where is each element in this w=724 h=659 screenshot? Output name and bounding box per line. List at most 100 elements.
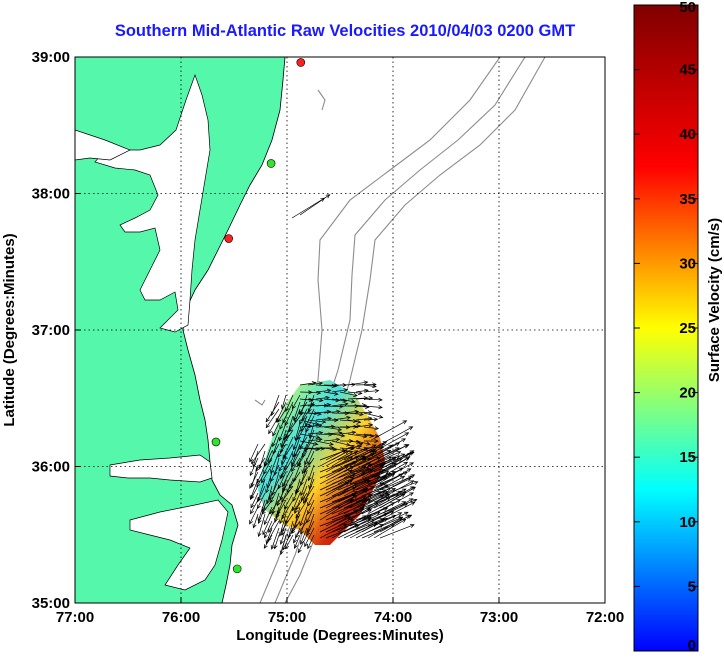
velocity-arrowhead (285, 544, 290, 550)
x-tick-label: 76:00 (162, 609, 200, 626)
velocity-arrow (267, 520, 280, 542)
velocity-arrow (319, 482, 350, 497)
velocity-arrow (361, 494, 399, 509)
velocity-arrow (293, 401, 301, 421)
velocity-arrow (277, 443, 287, 458)
velocity-arrowhead (400, 493, 406, 498)
velocity-arrowhead (282, 418, 287, 424)
velocity-arrowhead (250, 503, 255, 509)
velocity-arrowhead (257, 504, 261, 510)
velocity-arrowhead (268, 458, 273, 464)
velocity-arrowhead (342, 449, 347, 454)
velocity-arrow (278, 471, 287, 489)
velocity-arrowhead (307, 510, 311, 515)
velocity-arrowhead (378, 397, 383, 402)
velocity-arrow (325, 477, 355, 491)
velocity-arrow (250, 492, 259, 508)
velocity-arrow (261, 464, 273, 483)
velocity-arrow (371, 420, 407, 441)
velocity-arrowhead (313, 441, 319, 446)
velocity-arrowhead (299, 420, 303, 425)
velocity-arrowhead (282, 482, 286, 488)
velocity-arrow (374, 456, 411, 477)
velocity-arrowhead (262, 530, 267, 536)
velocity-arrowhead (408, 426, 414, 431)
velocity-arrow (337, 447, 368, 461)
velocity-arrow (337, 466, 366, 479)
velocity-arrow (331, 398, 347, 402)
velocity-arrowhead (359, 412, 364, 417)
velocity-arrowhead (268, 429, 273, 435)
velocity-arrowhead (348, 451, 354, 455)
velocity-arrow (299, 440, 318, 445)
velocity-arrowhead (302, 416, 307, 421)
velocity-arrowhead (356, 439, 361, 445)
velocity-arrowhead (273, 471, 278, 476)
velocity-arrow (293, 429, 301, 450)
radar-station-marker (266, 159, 276, 168)
velocity-arrow (373, 473, 403, 491)
velocity-arrowhead (367, 509, 373, 513)
velocity-arrowhead (345, 425, 351, 430)
velocity-arrow (282, 401, 294, 423)
velocity-arrow (367, 475, 405, 497)
velocity-arrowhead (320, 446, 326, 451)
velocity-arrowhead (314, 421, 320, 426)
velocity-arrow (349, 470, 384, 491)
velocity-arrowhead (284, 519, 289, 525)
velocity-arrow (265, 408, 280, 428)
velocity-arrow (331, 447, 346, 452)
velocity-arrowhead (405, 515, 411, 520)
velocity-arrow (251, 464, 259, 487)
y-axis-label: Latitude (Degrees:Minutes) (1, 233, 18, 426)
velocity-arrowhead (264, 533, 268, 539)
velocity-arrow (302, 401, 315, 421)
velocity-arrow (275, 499, 287, 518)
velocity-arrow (347, 433, 367, 438)
velocity-arrow (307, 492, 315, 507)
velocity-arrow (355, 493, 389, 509)
velocity-arrowhead (379, 445, 385, 450)
velocity-arrow (363, 398, 383, 401)
velocity-arrowhead (299, 530, 304, 535)
velocity-arrow (325, 445, 355, 461)
velocity-arrowhead (271, 490, 276, 496)
velocity-arrow (272, 422, 280, 436)
velocity-arrow (284, 492, 294, 509)
velocity-arrowhead (273, 544, 278, 550)
velocity-arrow (259, 450, 266, 469)
velocity-arrowhead (351, 472, 357, 477)
velocity-arrow (301, 485, 308, 501)
velocity-arrow (331, 417, 351, 421)
velocity-arrow (277, 408, 287, 423)
velocity-arrowhead (354, 455, 360, 460)
velocity-arrowhead (271, 442, 276, 448)
velocity-arrow (323, 410, 340, 414)
velocity-arrowhead (292, 496, 297, 502)
colorbar-ticks: 0 5 10 15 20 25 30 35 40 45 50 (634, 0, 698, 654)
velocity-arrow (339, 431, 356, 435)
velocity-arrowhead (250, 494, 255, 500)
velocity-arrowhead (407, 514, 413, 519)
velocity-arrow (379, 452, 412, 473)
velocity-arrow (304, 443, 315, 465)
radar-station-marker (232, 564, 242, 574)
velocity-arrowhead (304, 497, 309, 502)
velocity-arrowhead (353, 450, 359, 455)
velocity-arrowhead (318, 381, 324, 386)
velocity-arrowhead (257, 532, 262, 538)
y-tick-label: 37:00 (32, 322, 70, 339)
velocity-arrow (325, 495, 358, 515)
velocity-arrowhead (410, 501, 416, 506)
x-axis-ticks: 77:00 76:00 75:00 74:00 73:00 72:00 (56, 597, 624, 626)
velocity-arrowhead (372, 450, 378, 455)
velocity-arrowhead (280, 531, 285, 536)
velocity-arrow (331, 517, 372, 533)
velocity-arrow (355, 489, 386, 503)
velocity-arrow (379, 461, 408, 479)
velocity-arrow (288, 415, 301, 432)
velocity-arrow (294, 534, 301, 549)
velocity-arrow (294, 422, 301, 441)
velocity-arrowhead (293, 538, 297, 544)
